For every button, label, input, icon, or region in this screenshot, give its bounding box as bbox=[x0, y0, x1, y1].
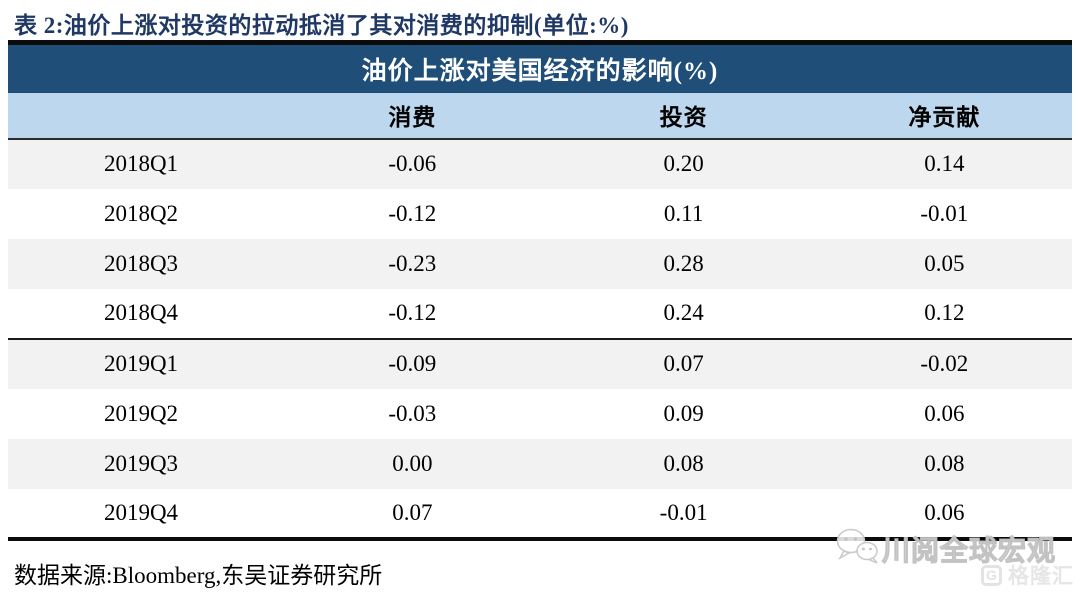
cell-consumption: 0.00 bbox=[392, 450, 433, 476]
cell-net-contribution: 0.06 bbox=[924, 400, 965, 426]
impact-table: 油价上涨对美国经济的影响(%) 消费 投资 净贡献 2018Q1 -0.06 0… bbox=[8, 40, 1072, 541]
cell-net-contribution: -0.02 bbox=[816, 337, 1072, 389]
cell-investment: 0.28 bbox=[663, 250, 704, 276]
cell-consumption: -0.12 bbox=[388, 200, 437, 226]
table-banner: 油价上涨对美国经济的影响(%) bbox=[8, 42, 1072, 93]
cell-consumption: -0.06 bbox=[388, 151, 437, 176]
impact-table-container: 油价上涨对美国经济的影响(%) 消费 投资 净贡献 2018Q1 -0.06 0… bbox=[8, 40, 1072, 541]
row-label: 2018Q2 bbox=[103, 200, 179, 226]
cell-investment: -0.01 bbox=[659, 499, 708, 525]
cell-consumption: -0.23 bbox=[388, 250, 437, 276]
table-row: 2019Q1 -0.09 0.07 -0.02 bbox=[8, 337, 1072, 389]
cell-investment: 0.08 bbox=[663, 450, 704, 476]
col-header-quarter bbox=[8, 92, 274, 140]
table-row: 2018Q2 -0.12 0.11 -0.01 bbox=[8, 188, 1072, 239]
data-source-note: 数据来源:Bloomberg,东吴证券研究所 bbox=[14, 563, 383, 588]
table-header-row: 消费 投资 净贡献 bbox=[8, 92, 1072, 140]
col-header-net-contribution: 净贡献 bbox=[816, 92, 1072, 140]
cell-investment: 0.24 bbox=[663, 300, 704, 325]
table-row: 2019Q3 0.00 0.08 0.08 bbox=[8, 438, 1072, 489]
table-caption: 表 2:油价上涨对投资的拉动抵消了其对消费的抑制(单位:%) bbox=[14, 13, 629, 38]
gelonghui-g-icon: G bbox=[981, 564, 1002, 586]
cell-consumption: -0.09 bbox=[274, 337, 551, 389]
table-row: 2019Q4 0.07 -0.01 0.06 bbox=[8, 488, 1072, 539]
row-label: 2018Q1 bbox=[103, 151, 179, 176]
col-header-consumption: 消费 bbox=[274, 92, 551, 140]
cell-net-contribution: 0.12 bbox=[924, 300, 965, 325]
cell-consumption: -0.03 bbox=[388, 400, 437, 426]
row-label: 2019Q3 bbox=[103, 450, 179, 476]
table-banner-row: 油价上涨对美国经济的影响(%) bbox=[8, 42, 1072, 93]
row-label: 2019Q2 bbox=[103, 400, 179, 426]
cell-investment: 0.07 bbox=[550, 337, 817, 389]
cell-consumption: -0.12 bbox=[388, 300, 437, 325]
cell-net-contribution: 0.08 bbox=[924, 450, 965, 476]
col-header-investment: 投资 bbox=[550, 92, 817, 140]
gelonghui-logo: G 格隆汇 bbox=[981, 560, 1074, 590]
cell-net-contribution: 0.14 bbox=[924, 151, 965, 176]
cell-net-contribution: 0.06 bbox=[924, 499, 965, 525]
table-row: 2018Q3 -0.23 0.28 0.05 bbox=[8, 238, 1072, 289]
table-row: 2018Q1 -0.06 0.20 0.14 bbox=[8, 138, 1072, 189]
row-label: 2018Q4 bbox=[103, 300, 179, 325]
cell-investment: 0.20 bbox=[663, 151, 704, 176]
gelonghui-logo-text: 格隆汇 bbox=[1008, 564, 1074, 588]
cell-investment: 0.09 bbox=[663, 400, 704, 426]
table-row: 2018Q4 -0.12 0.24 0.12 bbox=[8, 288, 1072, 339]
row-label: 2018Q3 bbox=[103, 250, 179, 276]
cell-investment: 0.11 bbox=[663, 200, 704, 226]
table-row: 2019Q2 -0.03 0.09 0.06 bbox=[8, 388, 1072, 439]
row-label: 2019Q1 bbox=[8, 337, 274, 389]
cell-consumption: 0.07 bbox=[392, 499, 433, 525]
cell-net-contribution: 0.05 bbox=[924, 250, 965, 276]
cell-net-contribution: -0.01 bbox=[920, 200, 969, 226]
row-label: 2019Q4 bbox=[103, 499, 179, 525]
